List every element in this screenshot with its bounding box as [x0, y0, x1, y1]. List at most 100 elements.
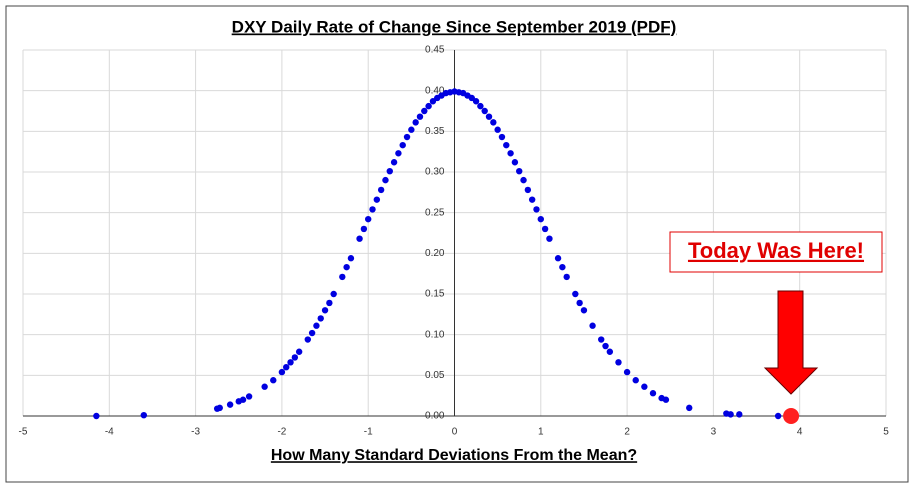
x-tick-label: 4	[797, 427, 803, 438]
point	[541, 225, 549, 233]
point	[382, 176, 389, 184]
point	[421, 107, 428, 115]
arrow	[763, 290, 819, 395]
point	[369, 206, 376, 213]
point	[291, 354, 299, 361]
point	[261, 383, 268, 390]
point	[343, 263, 350, 271]
point	[572, 290, 579, 298]
point	[304, 336, 311, 343]
point	[606, 348, 614, 355]
x-tick-label: -5	[19, 427, 28, 438]
point	[774, 412, 782, 420]
point	[477, 102, 484, 110]
x-tick-label: -2	[277, 427, 286, 438]
point	[524, 186, 532, 194]
point	[481, 107, 488, 115]
point	[216, 404, 223, 412]
point	[632, 377, 639, 384]
point	[520, 176, 527, 184]
point	[662, 396, 670, 403]
y-tick-label: 0.20	[425, 248, 445, 259]
point	[295, 348, 303, 355]
x-tick-label: -3	[191, 427, 200, 438]
point	[287, 359, 294, 366]
x-tick-label: -1	[364, 427, 373, 438]
point	[576, 299, 583, 307]
chart-title: DXY Daily Rate of Change Since September…	[232, 17, 677, 36]
point	[395, 150, 402, 157]
point	[615, 359, 622, 366]
x-tick-label: 5	[883, 427, 889, 438]
x-axis-label: How Many Standard Deviations From the Me…	[271, 447, 637, 464]
point	[425, 102, 432, 110]
point	[623, 368, 631, 376]
point	[554, 255, 562, 262]
point	[649, 390, 657, 397]
point	[507, 150, 514, 157]
point	[317, 315, 324, 322]
point	[278, 368, 286, 376]
x-tick-label: -4	[105, 427, 114, 438]
point	[494, 126, 501, 133]
point	[727, 411, 734, 418]
point	[472, 98, 480, 105]
point	[399, 141, 406, 149]
point	[308, 329, 316, 337]
point	[330, 290, 337, 298]
point	[386, 167, 393, 175]
point	[377, 186, 385, 194]
point	[589, 322, 596, 329]
y-tick-label: 0.25	[425, 207, 445, 218]
point	[485, 113, 493, 120]
point	[93, 412, 100, 420]
point	[360, 225, 368, 233]
point	[390, 159, 398, 166]
point	[373, 196, 381, 203]
point	[339, 273, 346, 281]
point	[490, 119, 497, 126]
point	[516, 167, 523, 175]
point	[537, 215, 544, 223]
highlight-point	[783, 408, 800, 424]
point	[686, 404, 693, 412]
y-tick-label: 0.05	[425, 370, 445, 381]
x-tick-label: 1	[538, 427, 544, 438]
point	[140, 411, 148, 419]
point	[498, 133, 506, 141]
point	[347, 255, 355, 262]
y-tick-label: 0.45	[425, 45, 445, 56]
point	[356, 235, 363, 242]
point	[326, 299, 333, 307]
point	[365, 215, 372, 223]
x-tick-label: 3	[711, 427, 717, 438]
point	[559, 263, 566, 271]
point	[283, 364, 290, 371]
point	[736, 411, 743, 418]
point	[226, 401, 234, 408]
point	[546, 235, 553, 242]
point	[580, 307, 588, 314]
y-tick-label: 0.35	[425, 126, 445, 137]
x-tick-label: 2	[624, 427, 630, 438]
point	[641, 383, 648, 390]
point	[313, 322, 320, 329]
point	[503, 141, 510, 149]
point	[321, 307, 329, 314]
point	[403, 133, 411, 141]
x-tick-label: 0	[452, 427, 458, 438]
point	[245, 393, 253, 400]
point	[511, 159, 519, 166]
point	[239, 396, 247, 403]
point	[528, 196, 536, 203]
point	[408, 126, 415, 133]
point	[270, 377, 277, 384]
annotation-box	[669, 231, 883, 273]
point	[416, 113, 424, 120]
y-tick-label: 0.40	[425, 85, 445, 96]
y-tick-label: 0.15	[425, 289, 445, 300]
plot-area: -5 -4 -3 -2 -1 0 1 2 3 4 50.000.050.100.150.200.25…	[19, 45, 890, 438]
point	[412, 119, 419, 126]
point	[602, 342, 609, 350]
